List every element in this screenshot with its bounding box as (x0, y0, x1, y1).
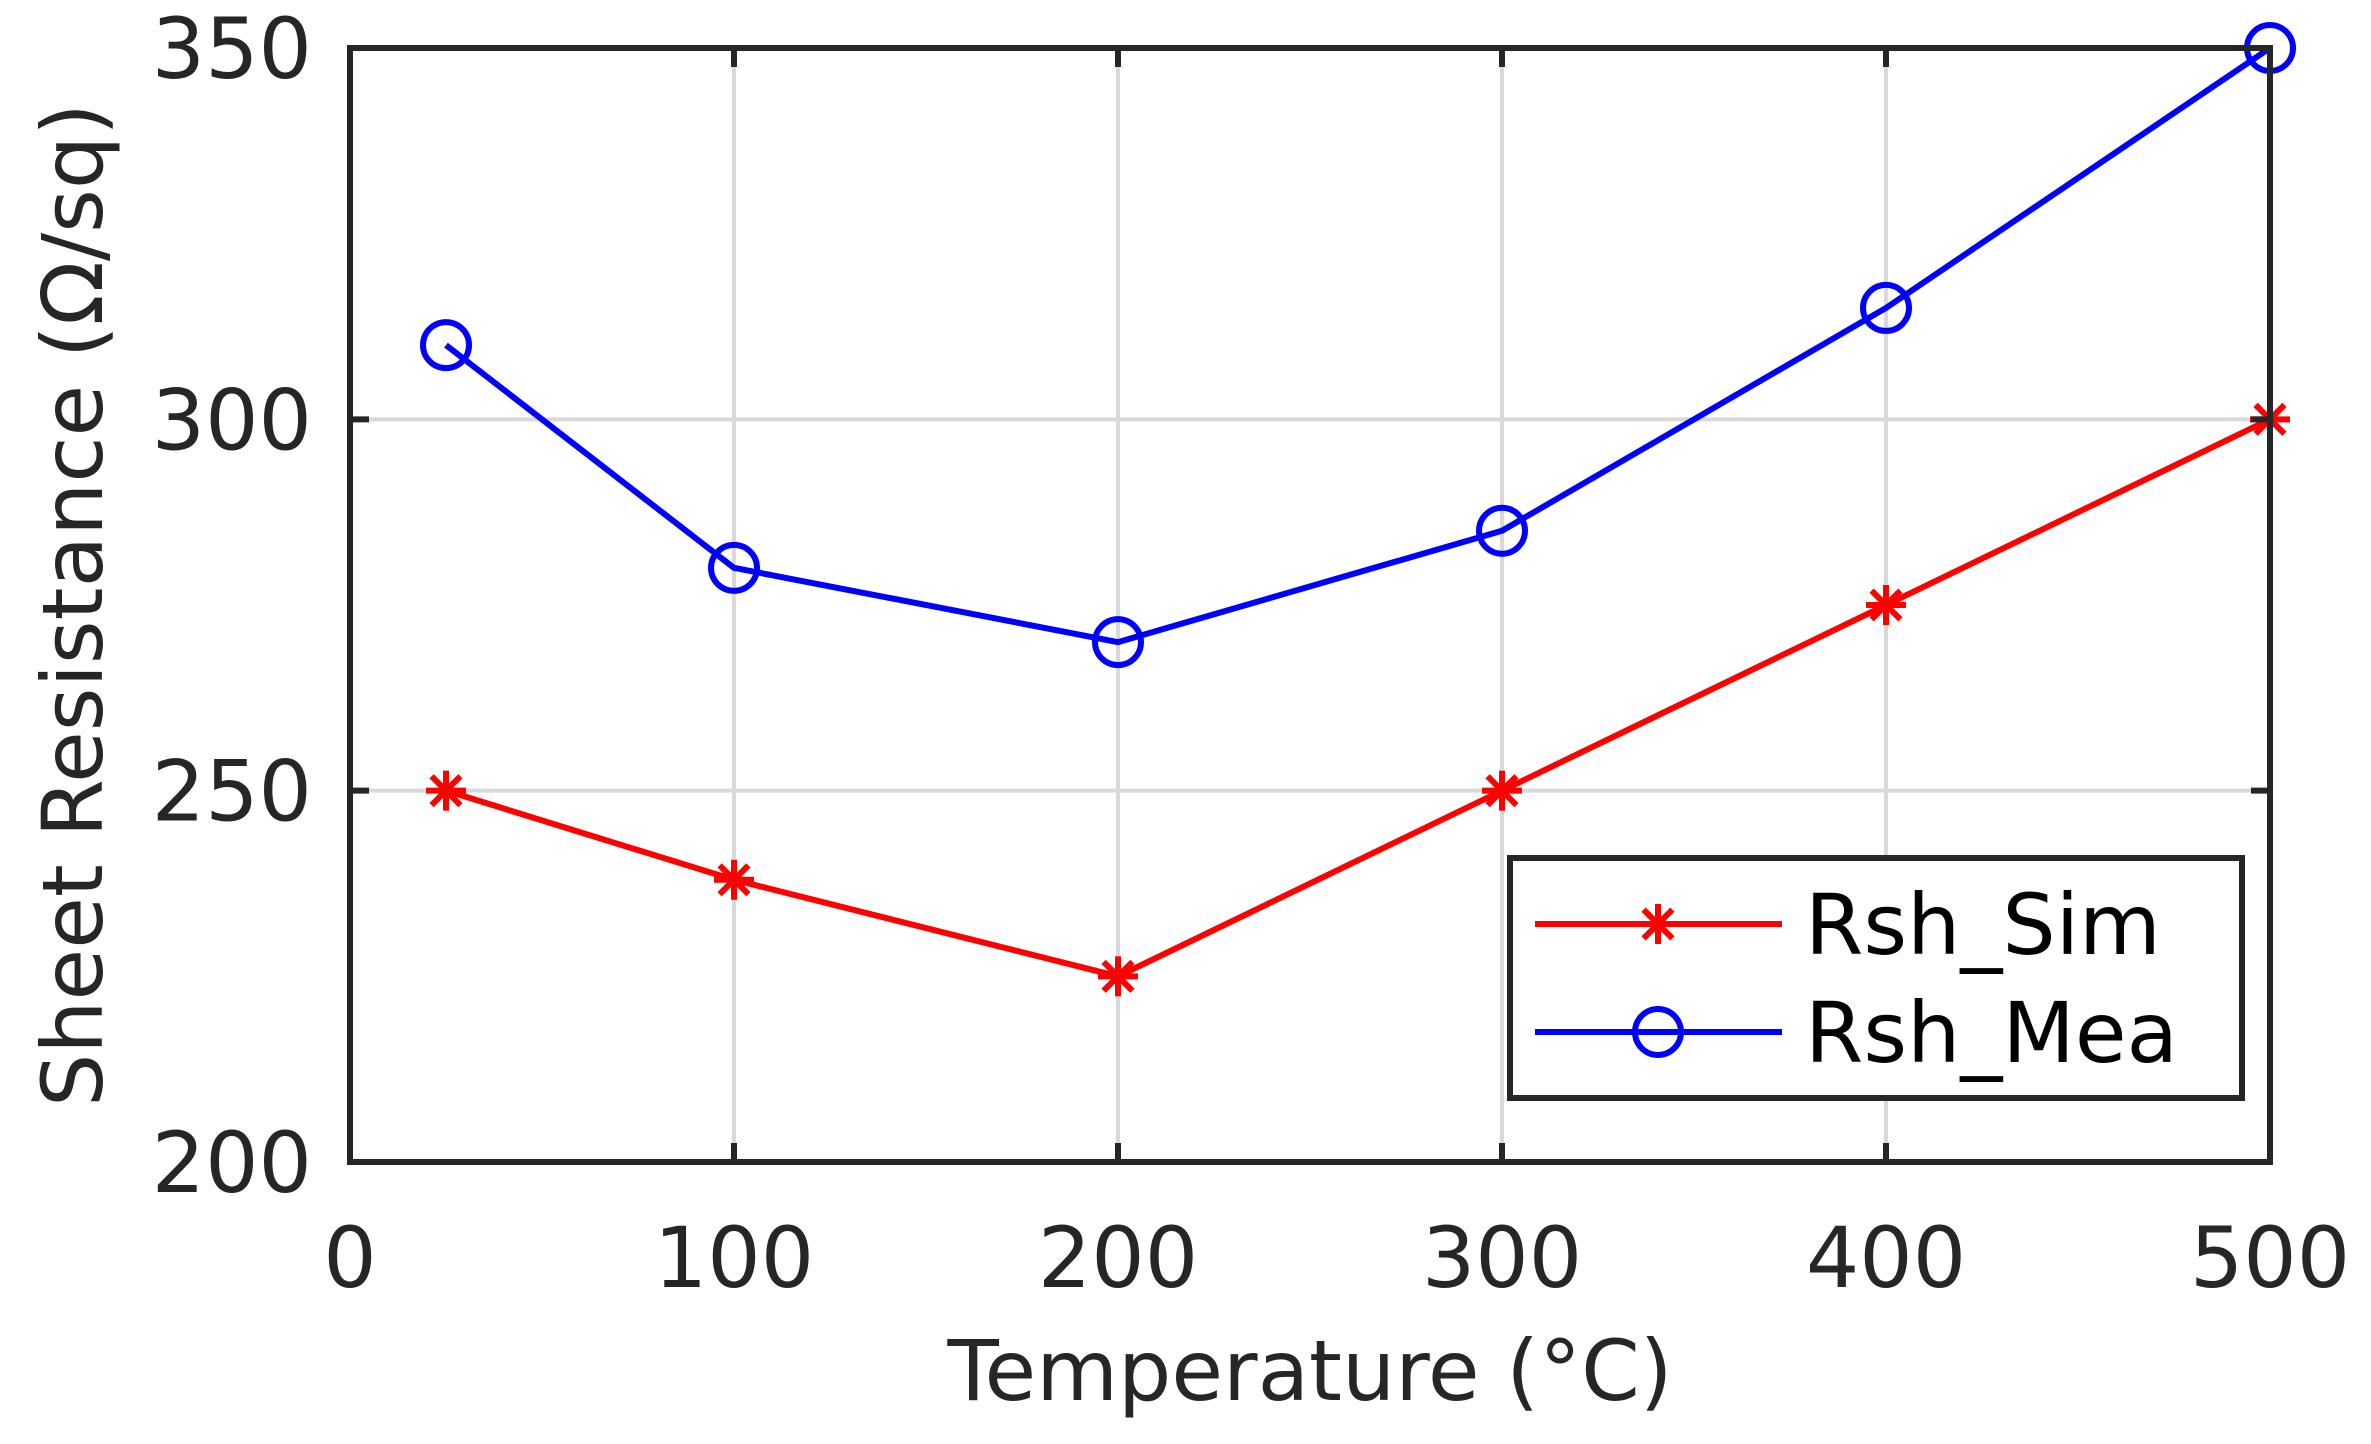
x-tick-label: 200 (1038, 1209, 1198, 1307)
series-rsh-mea (420, 22, 2296, 669)
x-tick-label: 400 (1806, 1209, 1966, 1307)
legend-box (1507, 855, 2245, 1101)
legend: Rsh_Sim Rsh_Mea (1507, 855, 2245, 1101)
series-rsh-sim (426, 399, 2290, 997)
y-tick-label: 250 (152, 743, 312, 841)
x-tick-label: 500 (2190, 1209, 2350, 1307)
y-axis-title: Sheet Resistance (Ω/sq) (24, 103, 122, 1107)
asterisk-stroke (1869, 588, 1903, 622)
asterisk-stroke (1101, 959, 1135, 993)
legend-entry-rsh-mea: Rsh_Mea (1535, 984, 2178, 1082)
data-point-rsh-sim (714, 859, 754, 900)
data-point-rsh-mea (1476, 504, 1528, 557)
asterisk-stroke (1485, 774, 1519, 808)
legend-marker-rsh-sim (1638, 904, 1678, 944)
y-tick-label: 300 (152, 371, 312, 469)
y-tick-label: 200 (152, 1114, 312, 1212)
ticks (347, 45, 2273, 1165)
data-point-rsh-sim (1098, 956, 1138, 997)
x-tick-label: 0 (323, 1209, 376, 1307)
legend-label-rsh-mea: Rsh_Mea (1805, 984, 2178, 1082)
data-point-rsh-mea (1860, 281, 1912, 334)
asterisk-stroke (717, 863, 751, 897)
data-point-rsh-mea (708, 541, 760, 594)
plot-frame (347, 45, 2273, 1165)
series-line-rsh-sim (445, 416, 2272, 980)
data-point-rsh-sim (1482, 770, 1522, 811)
x-tick-label: 300 (1422, 1209, 1582, 1307)
legend-label-rsh-sim: Rsh_Sim (1805, 876, 2161, 974)
legend-marker-rsh-mea (1632, 1006, 1684, 1058)
tick-labels: 0 100 200 300 400 500 200 250 300 350 (152, 0, 2351, 1307)
asterisk-stroke (1641, 907, 1675, 941)
legend-entry-rsh-sim: Rsh_Sim (1535, 876, 2161, 974)
data-point-rsh-sim (1866, 585, 1906, 625)
data-point-rsh-mea (1092, 616, 1144, 669)
series-line-rsh-mea (444, 45, 2272, 646)
x-tick-label: 100 (654, 1209, 814, 1307)
y-tick-label: 350 (152, 0, 312, 98)
series-layer (420, 22, 2296, 997)
asterisk-stroke (429, 774, 463, 808)
data-point-rsh-sim (426, 770, 466, 811)
x-axis-title: Temperature (°C) (947, 1322, 1673, 1420)
data-point-rsh-mea (420, 319, 472, 372)
